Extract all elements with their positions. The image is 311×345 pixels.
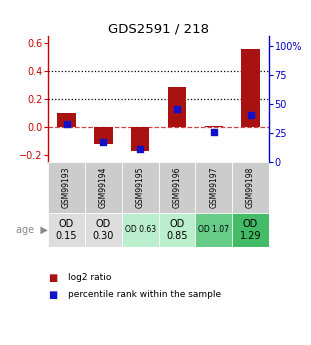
Bar: [159, 213, 195, 247]
Bar: [195, 162, 232, 213]
Point: [64, 121, 69, 127]
Bar: [85, 213, 122, 247]
Bar: [131, 127, 149, 151]
Text: GSM99198: GSM99198: [246, 167, 255, 208]
Text: GSM99194: GSM99194: [99, 167, 108, 208]
Point: [138, 146, 143, 151]
Bar: [58, 114, 76, 127]
Bar: [241, 49, 260, 127]
Text: OD
0.15: OD 0.15: [56, 219, 77, 241]
Bar: [122, 162, 159, 213]
Text: GSM99195: GSM99195: [136, 167, 145, 208]
Point: [174, 106, 179, 112]
Text: percentile rank within the sample: percentile rank within the sample: [68, 290, 221, 299]
Point: [248, 112, 253, 117]
Bar: [85, 162, 122, 213]
Text: OD
0.85: OD 0.85: [166, 219, 188, 241]
Bar: [94, 127, 113, 144]
Bar: [122, 213, 159, 247]
Text: age  ▶: age ▶: [16, 225, 48, 235]
Text: OD
1.29: OD 1.29: [240, 219, 261, 241]
Text: OD
0.30: OD 0.30: [93, 219, 114, 241]
Bar: [205, 126, 223, 127]
Title: GDS2591 / 218: GDS2591 / 218: [108, 22, 209, 35]
Bar: [232, 213, 269, 247]
Bar: [159, 162, 195, 213]
Text: OD 1.07: OD 1.07: [198, 225, 229, 234]
Text: GSM99196: GSM99196: [173, 167, 182, 208]
Point: [101, 139, 106, 144]
Text: OD 0.63: OD 0.63: [125, 225, 156, 234]
Text: GSM99193: GSM99193: [62, 167, 71, 208]
Bar: [48, 213, 85, 247]
Text: ■: ■: [48, 290, 58, 300]
Point: [211, 129, 216, 135]
Text: log2 ratio: log2 ratio: [68, 273, 112, 282]
Text: ■: ■: [48, 273, 58, 283]
Bar: [232, 162, 269, 213]
Bar: [168, 87, 186, 127]
Text: GSM99197: GSM99197: [209, 167, 218, 208]
Bar: [48, 162, 85, 213]
Bar: [195, 213, 232, 247]
